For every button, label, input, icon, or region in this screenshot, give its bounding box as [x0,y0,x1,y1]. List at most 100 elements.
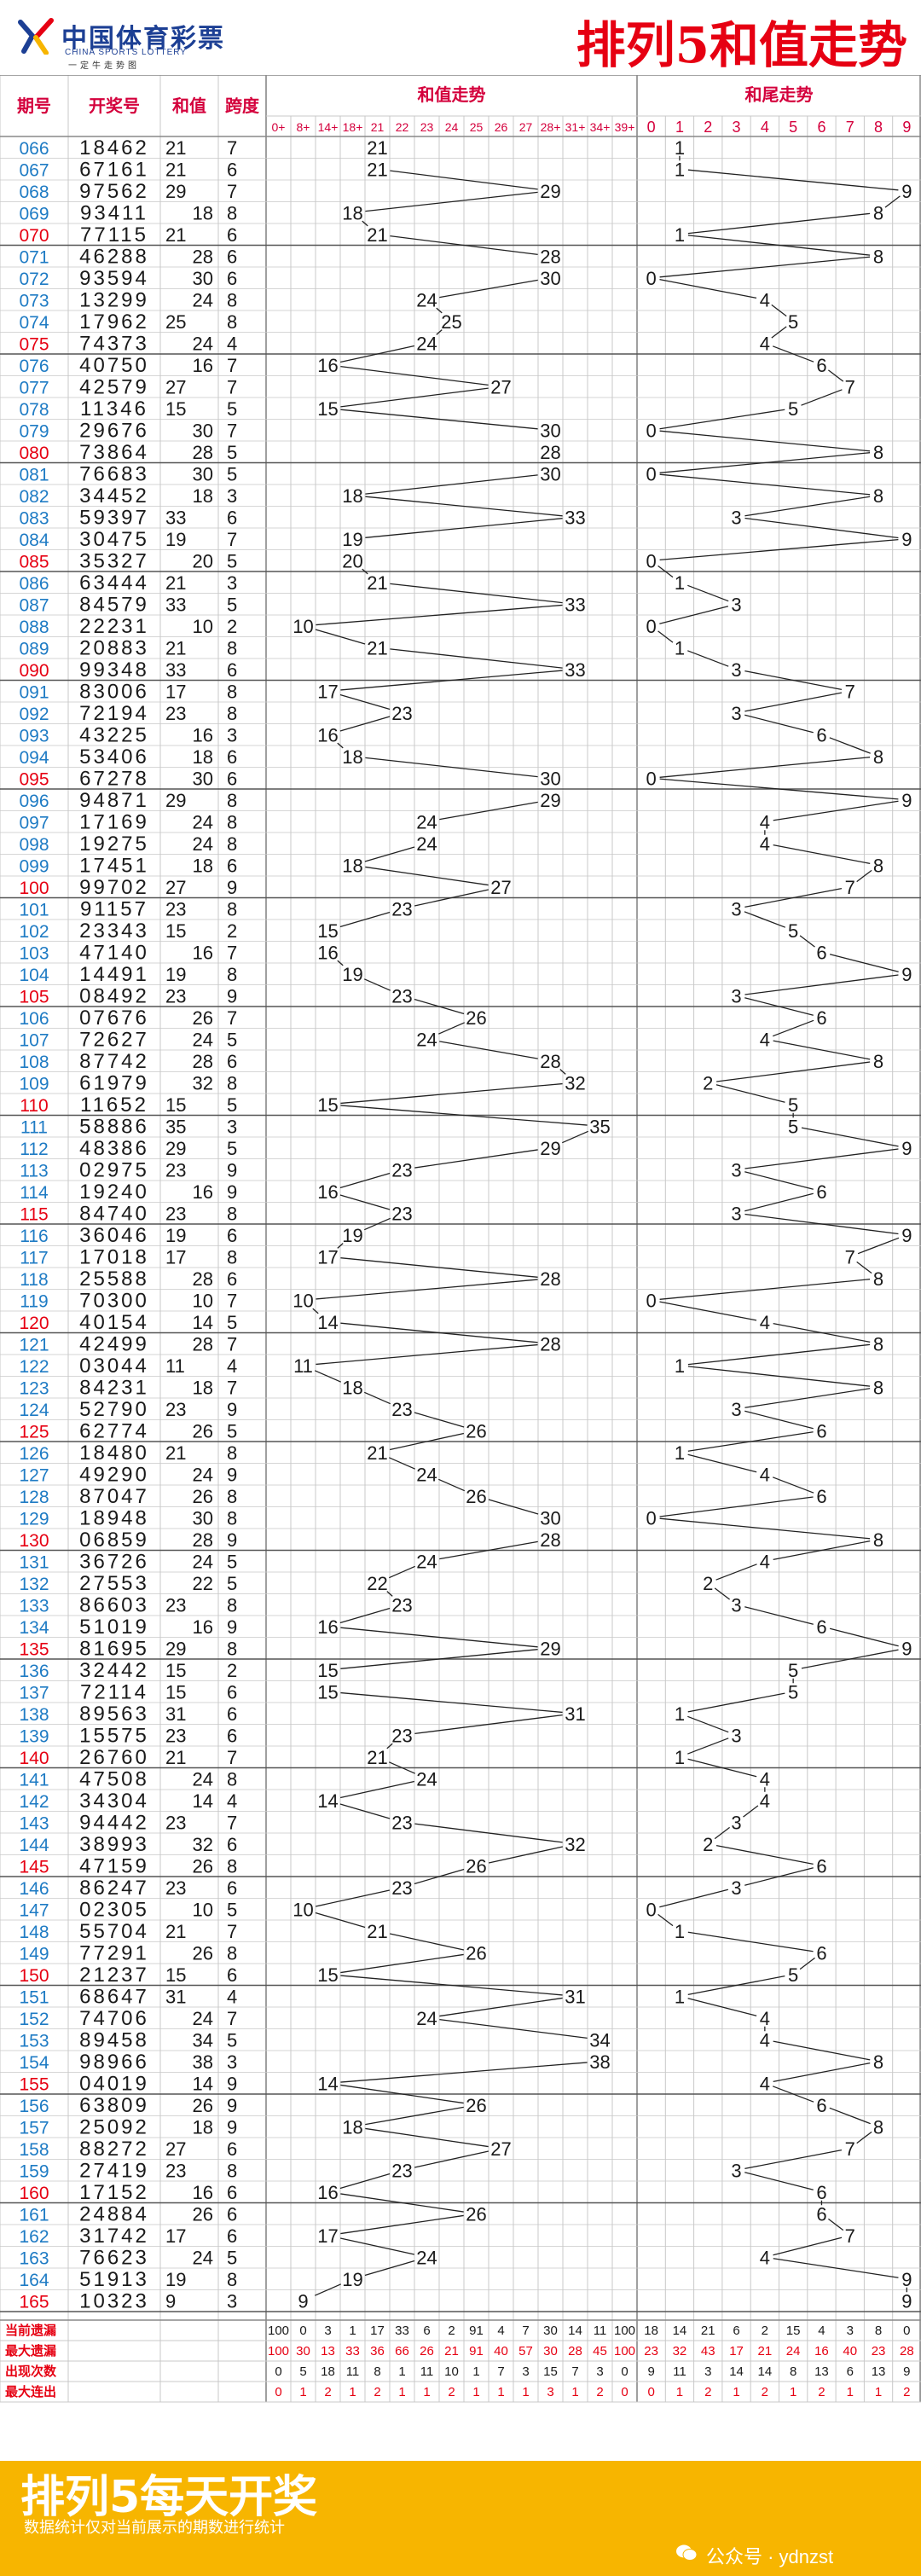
tail-trend-segment [744,692,843,712]
issue-cell: 155 [19,2074,49,2094]
sum-cell: 29 [165,1638,186,1659]
issue-cell: 110 [20,1096,48,1116]
number-cell: 36046 [79,1224,149,1247]
sum-trend-segment [365,191,538,212]
table-row: 143 94442 23 7 [19,1811,237,1834]
sum-trend-segment [312,1308,319,1314]
issue-cell: 143 [19,1813,49,1833]
span-cell: 7 [227,1290,237,1311]
issue-cell: 103 [19,943,49,963]
table-row: 152 74706 24 7 [19,2007,237,2030]
tail-trend-point: 0 [646,1899,657,1920]
number-cell: 63444 [79,571,149,595]
sum-cell: 16 [193,2182,213,2203]
table-row: 126 18480 21 8 [19,1442,237,1465]
tail-trend-point: 1 [675,1442,685,1464]
span-cell: 6 [227,2182,237,2203]
tail-trend-segment [687,1738,729,1755]
tail-trend-segment [771,326,787,339]
tail-trend-segment [773,800,899,821]
sum-trend-point: 28 [540,246,560,267]
issue-cell: 097 [19,813,49,833]
sum-trend-point: 27 [490,376,511,397]
issue-cell: 161 [19,2205,49,2225]
sum-cell: 21 [165,159,186,180]
tail-trend-segment [659,1279,871,1300]
tail-trend-segment [801,389,843,406]
sum-trend-segment [340,387,489,408]
stats-sum-value: 0 [299,2324,306,2338]
tail-trend-segment [687,1758,757,1778]
span-cell: 5 [227,398,237,420]
tail-trend-segment [744,496,871,517]
tail-trend-point: 1 [675,1986,685,2007]
stats-sum-value: 5 [299,2364,306,2379]
issue-cell: 089 [19,639,49,659]
tail-trend-point: 4 [760,2247,770,2268]
sum-cell: 28 [193,1268,213,1290]
tail-trend-point: 0 [646,463,657,484]
sum-cell: 21 [165,1747,186,1768]
sum-cell: 24 [193,1551,213,1572]
sum-cell: 23 [165,1812,186,1833]
span-cell: 3 [227,572,237,594]
sum-cell: 29 [165,790,186,811]
stats-sum-value: 1 [472,2364,479,2379]
stats-tail-value: 14 [758,2364,773,2379]
tail-trend-point: 4 [760,289,770,310]
table-row: 081 76683 30 5 [19,462,237,485]
tail-trend-segment [771,304,787,317]
table-row: 135 81695 29 8 [19,1637,237,1660]
table-row: 130 06859 28 9 [19,1529,237,1552]
issue-cell: 122 [19,1357,49,1377]
sum-trend-point: 27 [490,2138,511,2160]
tail-trend-segment [772,1477,814,1494]
sum-cell: 14 [193,1312,213,1333]
sum-trend-point: 15 [317,398,338,420]
stats-tail-value: 24 [786,2344,801,2358]
number-cell: 72194 [79,702,149,725]
tail-trend-segment [829,737,871,754]
number-cell: 17169 [79,810,149,833]
number-cell: 77291 [79,1941,149,1964]
sum-trend-point: 27 [490,877,511,898]
tail-trend-point: 3 [731,703,741,724]
number-cell: 70300 [79,1289,149,1312]
span-cell: 7 [227,1377,237,1398]
wechat-icon [676,2544,698,2561]
sum-trend-segment [314,1370,342,1383]
issue-cell: 134 [19,1618,49,1638]
sum-trend-point: 30 [540,1507,560,1529]
span-cell: 5 [227,2247,237,2268]
issue-cell: 098 [19,835,49,855]
sum-cell: 18 [193,746,213,768]
stats-tail-value: 13 [872,2364,886,2379]
table-row: 109 61979 32 8 [19,1071,237,1094]
sum-trend-segment [388,1457,416,1470]
stats-sum-value: 21 [444,2344,459,2358]
sum-trend-segment [339,911,391,928]
sum-trend-point: 29 [540,1138,560,1159]
issue-cell: 071 [19,247,49,267]
span-cell: 8 [227,1942,237,1964]
tail-trend-point: 8 [873,246,883,267]
number-cell: 21237 [79,1964,149,1987]
span-cell: 8 [227,703,237,724]
tail-trend-point: 1 [675,1703,685,1725]
table-row: 115 84740 23 8 [20,1202,237,1225]
number-cell: 22231 [79,615,149,638]
stats-tail-value: 17 [729,2344,744,2358]
span-cell: 8 [227,964,237,985]
table-row: 129 18948 30 8 [19,1506,237,1529]
number-cell: 35327 [79,549,149,572]
number-cell: 46288 [79,245,149,268]
tail-bin-label: 5 [789,119,797,136]
tail-bin-label: 4 [761,119,769,136]
sum-trend-point: 23 [391,898,412,920]
tail-bin-label: 3 [733,119,741,136]
tail-trend-point: 4 [760,1029,770,1050]
span-cell: 8 [227,1203,237,1224]
span-cell: 3 [227,1116,237,1137]
tail-trend-point: 3 [731,1725,741,1746]
tail-trend-point: 9 [901,1638,912,1659]
